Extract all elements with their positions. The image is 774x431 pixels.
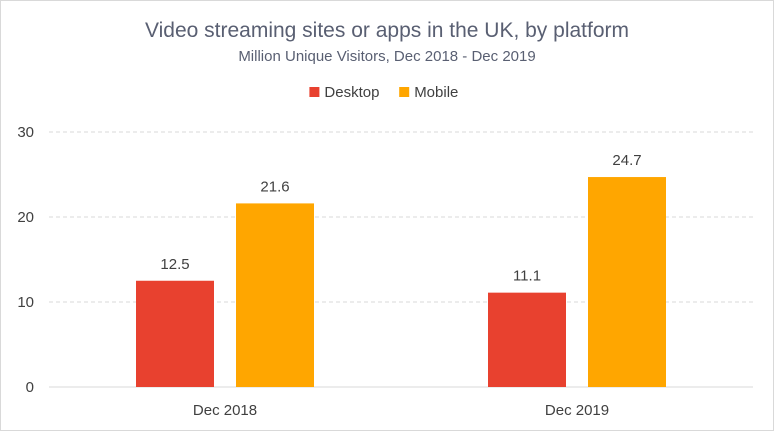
bars: 12.5 21.6 11.1 24.7 <box>136 152 666 387</box>
y-tick-label: 0 <box>26 379 34 396</box>
data-label: 24.7 <box>612 152 641 169</box>
bar-mobile-1 <box>588 177 666 387</box>
legend-swatch-desktop <box>309 87 320 97</box>
legend-label: Desktop <box>324 84 379 101</box>
x-axis-labels: Dec 2018 Dec 2019 <box>193 402 609 419</box>
x-tick-label: Dec 2018 <box>193 402 257 419</box>
legend-swatch-mobile <box>399 87 410 97</box>
data-label: 11.1 <box>513 268 541 285</box>
chart-title: Video streaming sites or apps in the UK,… <box>145 19 629 42</box>
data-label: 21.6 <box>260 178 289 195</box>
y-tick-label: 20 <box>17 209 34 226</box>
data-label: 12.5 <box>160 256 189 273</box>
chart-subtitle: Million Unique Visitors, Dec 2018 - Dec … <box>238 48 535 65</box>
legend: Desktop Mobile <box>309 84 458 101</box>
legend-label: Mobile <box>414 84 458 101</box>
bar-mobile-0 <box>236 203 314 387</box>
y-tick-label: 10 <box>17 294 34 311</box>
y-axis-ticks: 0 10 20 30 <box>17 124 34 396</box>
y-tick-label: 30 <box>17 124 34 141</box>
bar-desktop-0 <box>136 280 214 387</box>
bar-desktop-1 <box>488 292 566 387</box>
x-tick-label: Dec 2019 <box>545 402 609 419</box>
